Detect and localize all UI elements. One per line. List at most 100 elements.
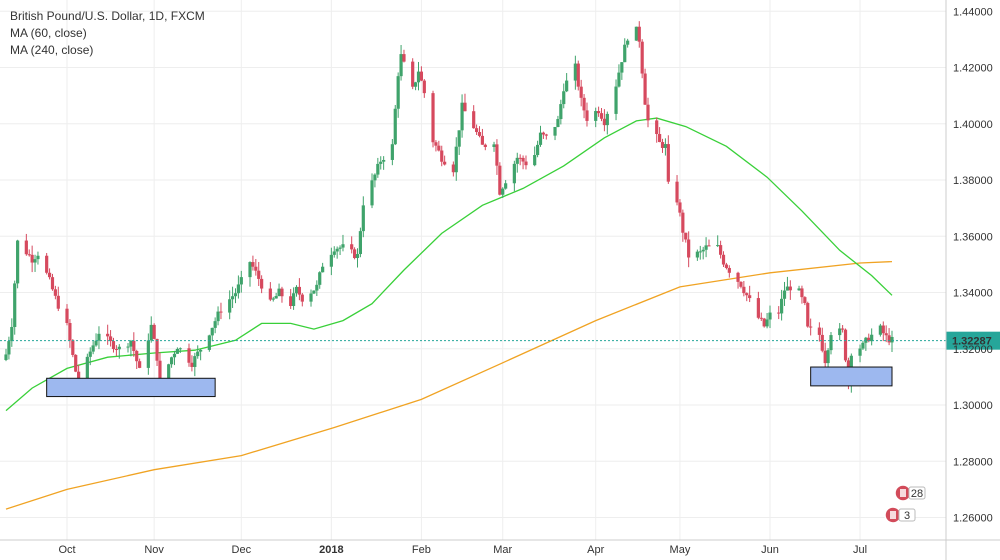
candle-body bbox=[85, 356, 89, 389]
candle-body bbox=[126, 346, 130, 348]
candle-body bbox=[719, 245, 723, 255]
candle-body bbox=[47, 272, 52, 278]
candle-body bbox=[88, 351, 92, 357]
candle-body bbox=[599, 113, 604, 119]
candle-body bbox=[71, 340, 75, 355]
candle-body bbox=[565, 80, 569, 92]
y-tick-label: 1.34000 bbox=[953, 288, 993, 300]
x-tick-label: 2018 bbox=[319, 544, 343, 556]
flag-stripe-icon bbox=[900, 489, 906, 497]
candle-body bbox=[399, 54, 403, 77]
x-tick-label: Mar bbox=[493, 544, 512, 556]
candle-body bbox=[53, 289, 57, 296]
x-tick-label: Oct bbox=[58, 544, 75, 556]
chart-legend: British Pound/U.S. Dollar, 1D, FXCM MA (… bbox=[10, 8, 205, 59]
candle-body bbox=[437, 145, 441, 151]
candle-body bbox=[701, 249, 705, 252]
candle-body bbox=[826, 350, 830, 364]
candle-body bbox=[402, 54, 406, 62]
candle-body bbox=[248, 262, 252, 278]
candle-body bbox=[30, 254, 34, 263]
event-badge-bottom[interactable]: 3 bbox=[884, 506, 916, 524]
candle-body bbox=[239, 277, 243, 285]
candle-body bbox=[193, 356, 197, 367]
candle-body bbox=[132, 340, 136, 351]
candle-body bbox=[884, 333, 888, 336]
candle-body bbox=[65, 308, 69, 324]
candle-body bbox=[178, 348, 182, 350]
candle-body bbox=[797, 288, 801, 291]
candle-body bbox=[736, 272, 740, 282]
candle-body bbox=[149, 324, 153, 341]
legend-ma60: MA (60, close) bbox=[10, 26, 87, 40]
candle-body bbox=[419, 71, 424, 81]
candle-body bbox=[698, 251, 702, 253]
candle-body bbox=[463, 102, 467, 112]
candle-body bbox=[411, 61, 415, 87]
candle-body bbox=[460, 102, 464, 131]
candle-body bbox=[498, 165, 502, 195]
candle-body bbox=[230, 296, 235, 300]
candle-body bbox=[207, 335, 211, 350]
candle-body bbox=[823, 350, 827, 364]
candle-body bbox=[843, 329, 848, 361]
candle-body bbox=[108, 336, 113, 342]
x-tick-label: Nov bbox=[144, 544, 164, 556]
y-tick-label: 1.36000 bbox=[953, 231, 993, 243]
candle-body bbox=[820, 334, 824, 351]
x-tick-label: Feb bbox=[412, 544, 431, 556]
candle-body bbox=[536, 144, 540, 156]
candle-body bbox=[138, 361, 142, 368]
candle-body bbox=[765, 319, 769, 327]
badge-layer[interactable]: 28 3 bbox=[884, 484, 926, 524]
candle-body bbox=[373, 174, 377, 181]
candle-body bbox=[413, 82, 418, 87]
badge-count: 28 bbox=[911, 488, 923, 500]
event-badge-top[interactable]: 28 bbox=[894, 484, 926, 502]
x-tick-label: Apr bbox=[587, 544, 604, 556]
candle-body bbox=[233, 293, 238, 297]
candle-body bbox=[219, 311, 223, 313]
candle-body bbox=[559, 104, 563, 120]
candle-body bbox=[512, 163, 516, 184]
candle-body bbox=[573, 63, 577, 81]
candle-body bbox=[727, 267, 731, 273]
candle-body bbox=[338, 247, 342, 249]
candle-body bbox=[146, 340, 150, 368]
candle-body bbox=[291, 293, 296, 307]
ma240-layer bbox=[5, 260, 893, 510]
candle-body bbox=[382, 159, 386, 162]
candle-body bbox=[114, 349, 118, 351]
candle-body bbox=[541, 132, 546, 135]
candle-body bbox=[358, 231, 362, 255]
x-tick-label: Dec bbox=[232, 544, 252, 556]
candle-body bbox=[780, 298, 784, 314]
current-price-label: 1.32287 bbox=[952, 336, 992, 348]
candle-body bbox=[643, 73, 647, 105]
candle-body bbox=[451, 164, 455, 173]
candle-body bbox=[443, 161, 447, 165]
candle-body bbox=[390, 144, 394, 160]
candle-body bbox=[809, 326, 813, 328]
candle-body bbox=[297, 286, 301, 295]
candle-body bbox=[745, 293, 749, 296]
candle-body bbox=[416, 71, 421, 83]
candle-body bbox=[521, 157, 525, 162]
candle-body bbox=[155, 338, 159, 361]
y-tick-label: 1.26000 bbox=[953, 513, 993, 525]
candle-body bbox=[329, 254, 333, 267]
candle-body bbox=[861, 342, 865, 349]
candle-body bbox=[24, 240, 28, 255]
candle-body bbox=[582, 97, 586, 111]
candle-body bbox=[454, 146, 458, 173]
candle-body bbox=[236, 284, 240, 294]
candle-body bbox=[759, 317, 763, 319]
candle-body bbox=[501, 188, 505, 195]
candle-body bbox=[562, 91, 566, 105]
candle-body bbox=[495, 144, 499, 166]
candle-body bbox=[707, 245, 711, 247]
candle-body bbox=[585, 110, 589, 121]
candle-body bbox=[655, 120, 659, 135]
candle-body bbox=[294, 286, 299, 294]
